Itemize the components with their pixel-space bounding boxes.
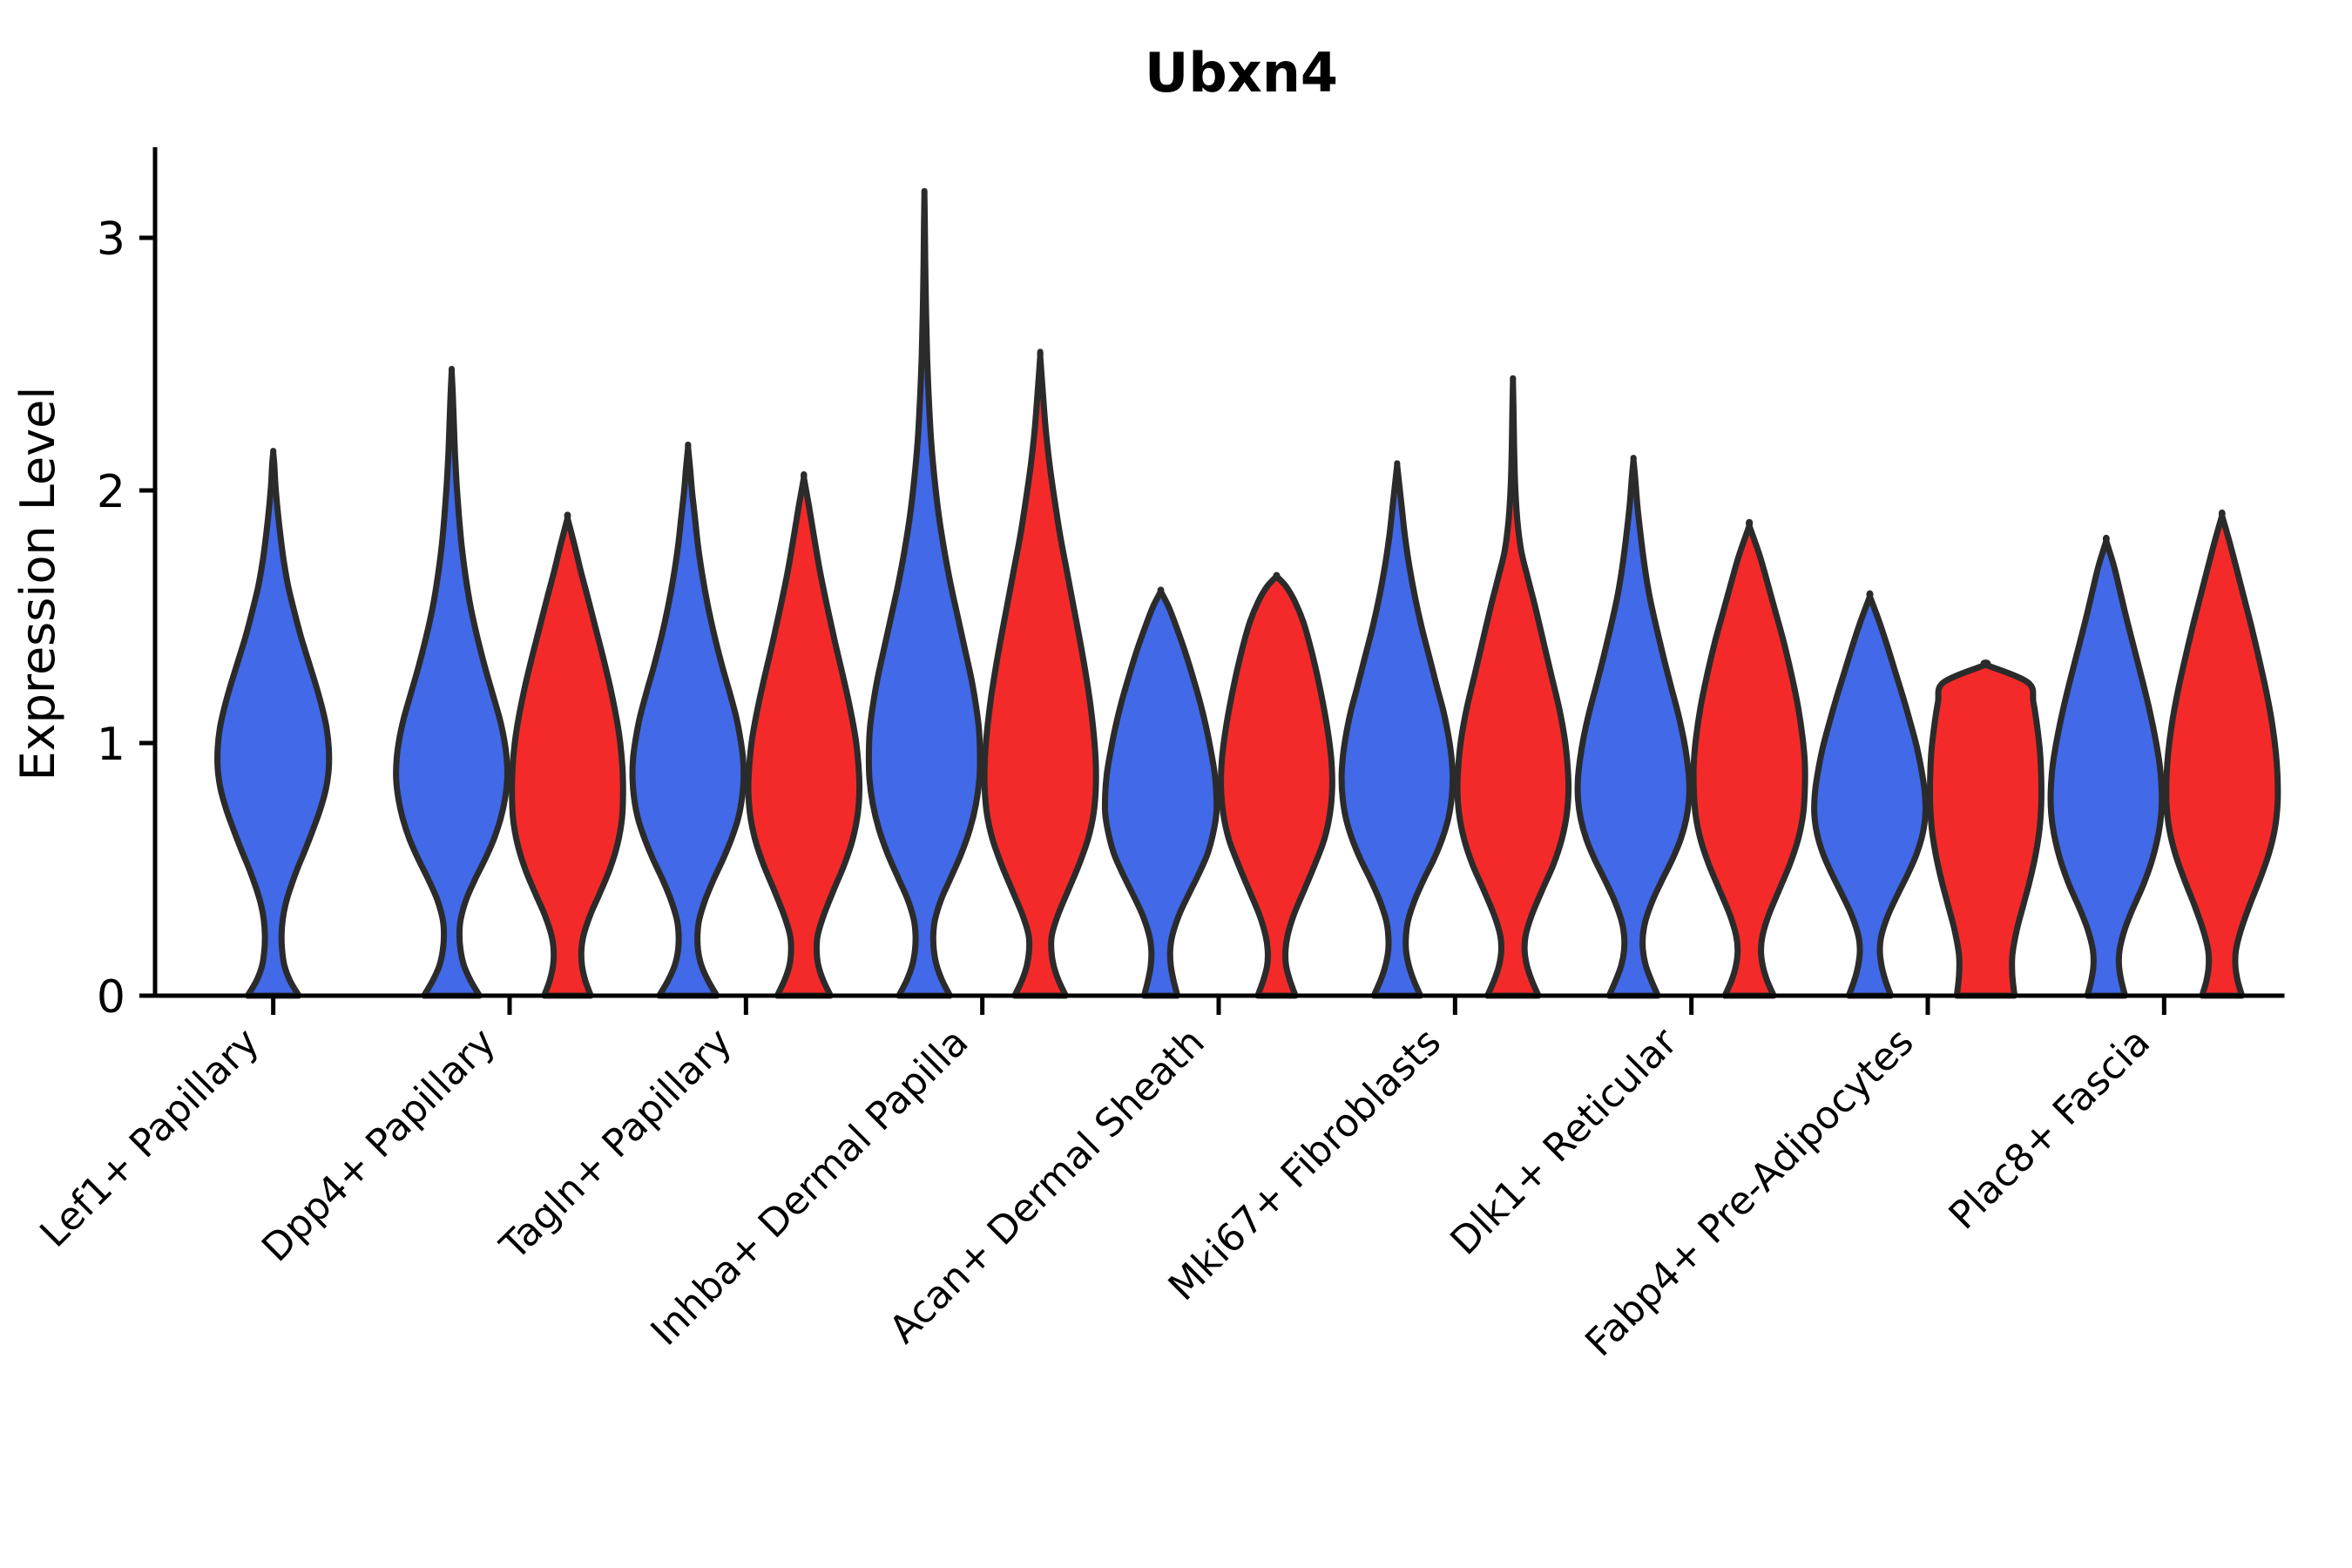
violin-group_b-5 — [1454, 375, 1572, 999]
violin-group_a-2 — [629, 441, 747, 999]
violin-group_a-0 — [214, 448, 333, 999]
violin-group_a-8 — [2047, 534, 2166, 999]
violin-group_a-3 — [865, 187, 983, 999]
violin-group_b-3 — [981, 348, 1099, 999]
y-tick-label: 2 — [97, 466, 125, 518]
violin-group_a-4 — [1101, 586, 1220, 999]
y-tick-layer: 0 1 2 3 — [97, 213, 155, 1024]
violin-group_b-7 — [1927, 659, 2044, 999]
violin-group_b-1 — [509, 511, 626, 999]
violin-group_b-2 — [745, 471, 863, 999]
violin-group_a-6 — [1574, 455, 1693, 999]
violin-group_a-7 — [1811, 590, 1929, 999]
violin-group_b-8 — [2163, 509, 2281, 999]
violins-layer — [214, 187, 2281, 999]
violin-group_a-1 — [393, 365, 510, 999]
y-tick-label: 1 — [97, 719, 125, 771]
y-tick-label: 0 — [97, 971, 125, 1024]
y-tick-label: 3 — [97, 213, 125, 266]
page-title: Ubxn4 — [1145, 41, 1338, 105]
violin-group_a-5 — [1338, 460, 1456, 999]
violin-group_b-6 — [1690, 518, 1808, 999]
y-axis-label: Expression Level — [10, 387, 65, 781]
violin-group_b-4 — [1218, 571, 1335, 999]
